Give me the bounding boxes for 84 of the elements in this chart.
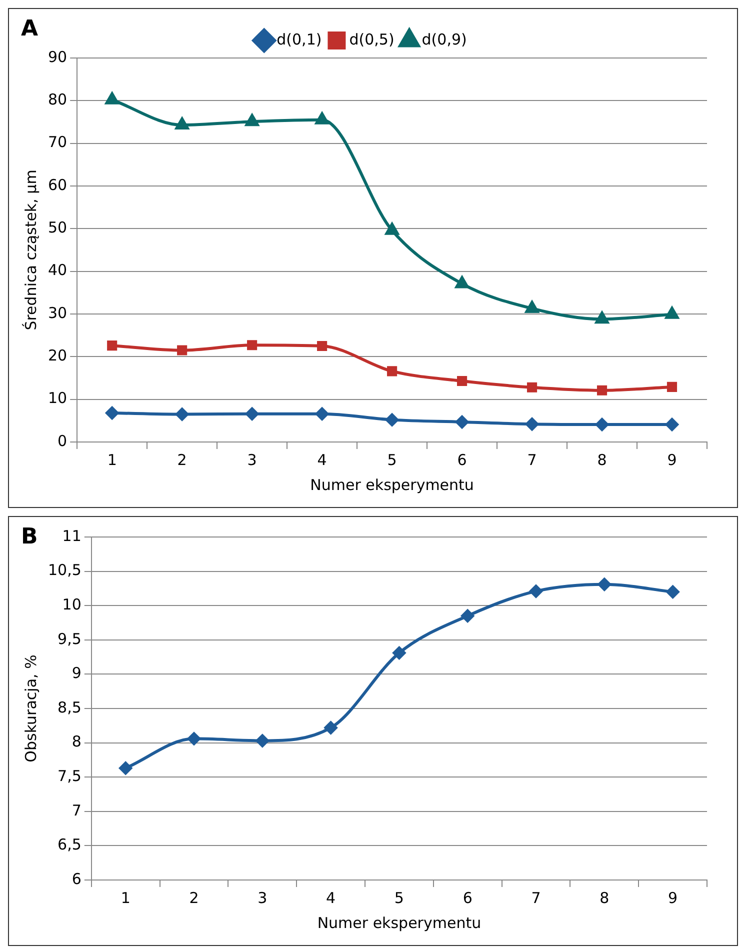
point xyxy=(596,418,609,432)
y-axis-title: Średnica cząstek, µm xyxy=(22,170,40,330)
y-tick-label: 0 xyxy=(58,432,68,450)
x-tick-label: 8 xyxy=(600,888,610,907)
y-tick-label: 30 xyxy=(48,304,68,322)
point xyxy=(386,413,399,426)
y-tick-label: 7 xyxy=(72,801,82,820)
point xyxy=(107,340,118,351)
x-tick-label: 6 xyxy=(462,888,472,907)
point xyxy=(256,734,269,748)
y-tick-label: 20 xyxy=(48,346,68,365)
point xyxy=(665,306,679,319)
y-tick-label: 7,5 xyxy=(58,766,82,785)
point xyxy=(666,418,679,432)
point xyxy=(392,646,406,660)
y-tick-label: 11 xyxy=(62,526,82,545)
point xyxy=(385,222,399,235)
y-tick-label: 90 xyxy=(48,48,68,66)
y-tick-label: 9,5 xyxy=(58,630,82,648)
x-tick-label: 9 xyxy=(667,450,677,469)
point xyxy=(595,312,609,324)
x-tick-label: 9 xyxy=(668,888,678,907)
x-tick-label: 1 xyxy=(120,888,130,907)
y-tick-label: 10 xyxy=(62,595,82,614)
y-tick-label: 9 xyxy=(72,664,82,682)
point xyxy=(245,114,259,126)
point xyxy=(455,276,469,288)
point xyxy=(387,366,398,376)
point xyxy=(526,418,539,431)
point xyxy=(456,415,469,428)
point xyxy=(188,732,200,746)
x-tick-label: 7 xyxy=(527,450,537,469)
point xyxy=(177,345,188,356)
point xyxy=(596,385,608,396)
y-tick-label: 8,5 xyxy=(58,698,82,716)
point xyxy=(598,578,611,591)
point xyxy=(461,609,474,622)
x-tick-label: 2 xyxy=(189,888,199,907)
point xyxy=(324,721,338,734)
x-tick-label: 8 xyxy=(597,450,607,469)
y-tick-label: 70 xyxy=(48,133,68,152)
point xyxy=(666,382,678,392)
x-axis-title: Numer eksperymentu xyxy=(317,914,482,932)
x-tick-label: 3 xyxy=(258,888,268,907)
x-tick-label: 4 xyxy=(326,888,336,907)
legend-label: d(0,1) xyxy=(276,30,322,48)
x-tick-label: 1 xyxy=(107,450,117,469)
point xyxy=(176,408,189,421)
point xyxy=(530,584,542,598)
legend-label: d(0,9) xyxy=(422,30,467,48)
point xyxy=(106,406,119,420)
y-tick-label: 40 xyxy=(48,261,68,280)
x-axis-title: Numer eksperymentu xyxy=(310,476,474,494)
point xyxy=(526,382,538,392)
point xyxy=(316,407,329,420)
point xyxy=(525,300,539,313)
x-tick-label: 5 xyxy=(394,888,404,907)
point xyxy=(457,376,468,386)
x-tick-label: 2 xyxy=(177,450,187,469)
point xyxy=(175,117,189,130)
y-tick-label: 50 xyxy=(48,218,68,237)
legend-label: d(0,5) xyxy=(349,30,394,48)
x-tick-label: 7 xyxy=(531,888,541,907)
y-tick-label: 10,5 xyxy=(48,561,82,580)
y-axis-title: Obskuracja, % xyxy=(22,654,40,762)
point xyxy=(119,762,132,775)
y-tick-label: 6 xyxy=(72,870,82,888)
point xyxy=(666,585,680,598)
chart-title: A xyxy=(21,16,38,42)
x-tick-label: 6 xyxy=(457,450,467,469)
y-tick-label: 80 xyxy=(48,90,68,109)
y-tick-label: 60 xyxy=(48,176,68,194)
y-tick-label: 6,5 xyxy=(58,836,82,854)
point xyxy=(317,340,328,352)
point xyxy=(315,112,329,124)
point xyxy=(247,340,258,350)
point xyxy=(246,407,259,420)
x-tick-label: 5 xyxy=(387,450,397,469)
x-tick-label: 4 xyxy=(317,450,327,469)
point xyxy=(105,92,119,104)
y-tick-label: 8 xyxy=(72,732,82,751)
y-tick-label: 10 xyxy=(48,389,68,408)
chart-title: B xyxy=(21,524,38,550)
x-tick-label: 3 xyxy=(247,450,257,469)
